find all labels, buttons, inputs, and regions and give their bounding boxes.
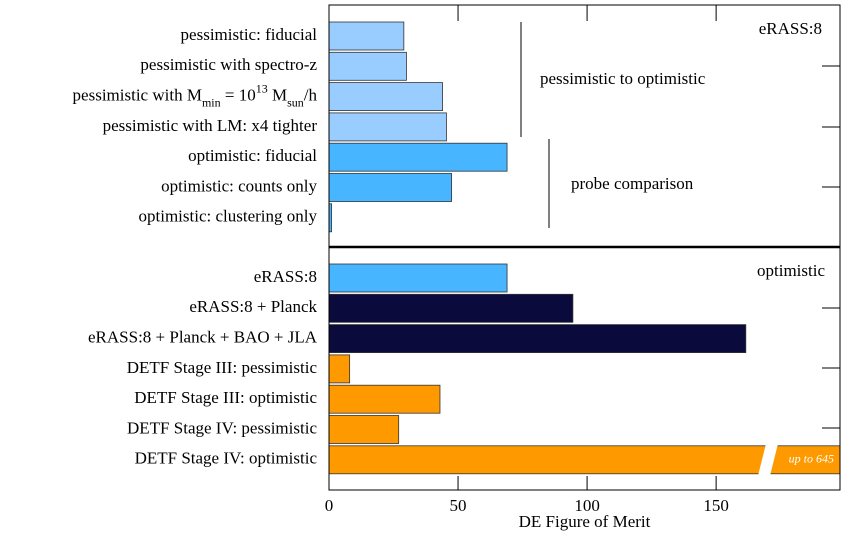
bar: [329, 203, 332, 233]
y-tick-label: pessimistic: fiducial: [181, 25, 318, 44]
bars: [329, 263, 840, 475]
y-tick-label: optimistic: clustering only: [139, 207, 318, 226]
y-tick-label: eRASS:8 + Planck: [189, 297, 317, 316]
annotation: pessimistic to optimistic: [540, 69, 706, 88]
label-part: sun: [287, 95, 304, 109]
bar: [329, 324, 747, 354]
label-part: M: [268, 86, 287, 105]
label-part: pessimistic with M: [73, 86, 202, 105]
right-ticks: [822, 65, 840, 429]
axis-break: [758, 443, 778, 476]
bar: [329, 445, 840, 475]
label-part: min: [202, 95, 221, 109]
bar: [329, 51, 407, 81]
y-tick-label: optimistic: counts only: [161, 176, 317, 195]
bar: [329, 293, 574, 323]
bar: [329, 82, 443, 111]
value-label: up to 645: [789, 452, 834, 466]
x-tick-label: 100: [574, 496, 600, 515]
x-axis-label: DE Figure of Merit: [519, 512, 651, 531]
bar: [329, 263, 508, 293]
y-tick-label: DETF Stage IV: optimistic: [135, 449, 318, 468]
bar: [329, 112, 447, 142]
annotation: probe comparison: [571, 174, 694, 193]
bar: [329, 21, 405, 51]
label-part: /h: [304, 86, 318, 105]
y-tick-label: pessimistic with spectro-z: [140, 55, 317, 74]
x-tick-label: 50: [450, 496, 467, 515]
bar: [329, 415, 400, 444]
y-tick-label: eRASS:8: [254, 267, 317, 286]
y-tick-label: DETF Stage IV: pessimistic: [127, 418, 317, 437]
y-tick-label: pessimistic with LM: x4 tighter: [103, 116, 318, 135]
y-tick-label: DETF Stage III: pessimistic: [127, 358, 318, 377]
x-tick-label: 0: [325, 496, 334, 515]
annotation: eRASS:8: [759, 19, 822, 38]
y-tick-label: pessimistic with Mmin = 1013 Msun/h: [73, 81, 318, 109]
bar: [329, 384, 441, 414]
x-tick-label: 150: [703, 496, 729, 515]
label-part: = 10: [221, 86, 256, 105]
bar: [329, 142, 508, 172]
y-tick-label: optimistic: fiducial: [188, 146, 317, 165]
annotation: optimistic: [757, 261, 825, 280]
label-part: 13: [256, 81, 268, 95]
bar: [329, 173, 452, 202]
y-tick-label: eRASS:8 + Planck + BAO + JLA: [88, 328, 318, 347]
bars: [329, 21, 508, 233]
bar: [329, 354, 351, 384]
y-tick-label: DETF Stage III: optimistic: [134, 388, 317, 407]
